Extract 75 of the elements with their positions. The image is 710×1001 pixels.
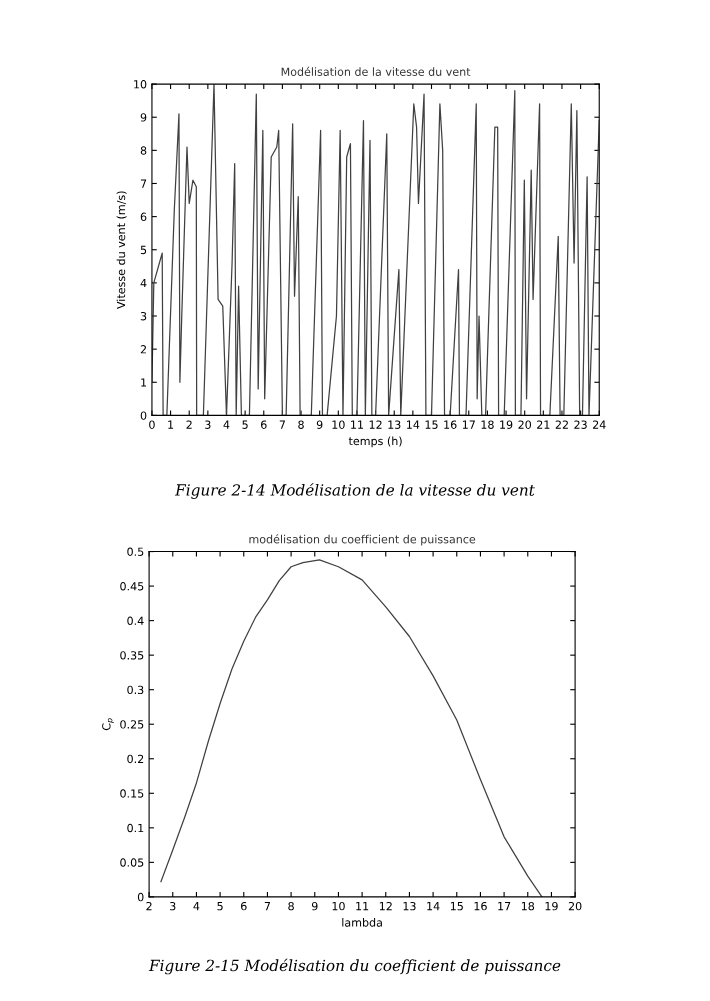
x-tick-label: 8 xyxy=(288,901,294,911)
x-tick-label: 20 xyxy=(518,420,532,429)
y-tick-label: 0.05 xyxy=(120,858,144,867)
x-tick-label: 9 xyxy=(311,901,318,911)
y-tick-label: 0.3 xyxy=(127,685,144,695)
y-tick-label: 0.45 xyxy=(120,582,144,591)
y-tick-label: 7 xyxy=(140,179,147,188)
x-tick-label: 3 xyxy=(170,901,176,911)
x-tick-label: 9 xyxy=(316,420,323,429)
y-tick-label: 5 xyxy=(140,245,147,255)
x-tick-label: 16 xyxy=(444,420,457,429)
x-tick-label: 4 xyxy=(193,902,200,911)
chart-title: modélisation du coefficient de puissance xyxy=(249,534,476,546)
chart-title: Modélisation de la vitesse du vent xyxy=(281,66,471,76)
x-tick-label: 4 xyxy=(223,420,230,429)
y-tick-label: 9 xyxy=(140,113,147,122)
x-axis-title: temps (h) xyxy=(348,436,402,448)
y-tick-label: 8 xyxy=(140,146,147,155)
y-tick-label: 0.5 xyxy=(127,547,144,556)
y-tick-label: 3 xyxy=(140,311,147,321)
x-tick-label: 15 xyxy=(450,902,463,911)
x-tick-label: 0 xyxy=(149,420,155,429)
x-tick-label: 2 xyxy=(186,420,192,429)
x-tick-label: 18 xyxy=(481,420,494,429)
y-tick-label: 6 xyxy=(140,212,147,221)
x-axis-title: lambda xyxy=(342,918,382,927)
y-tick-label: 10 xyxy=(134,80,147,89)
x-tick-label: 14 xyxy=(407,420,420,429)
x-tick-label: 13 xyxy=(388,420,401,429)
y-tick-label: 0.35 xyxy=(120,651,144,660)
y-tick-label: 2 xyxy=(140,345,146,354)
x-tick-label: 3 xyxy=(205,420,211,429)
x-tick-label: 19 xyxy=(500,420,513,429)
x-tick-label: 14 xyxy=(427,902,440,911)
x-tick-label: 7 xyxy=(279,420,285,429)
y-tick-label: 0.1 xyxy=(127,823,144,833)
x-tick-label: 1 xyxy=(168,420,174,429)
x-tick-label: 22 xyxy=(555,420,568,429)
line-series xyxy=(160,559,543,897)
x-tick-label: 7 xyxy=(264,902,271,911)
x-tick-label: 15 xyxy=(425,420,438,429)
x-tick-label: 11 xyxy=(351,420,363,429)
y-tick-label: 1 xyxy=(141,378,147,387)
caption: Figure 2-14 Modélisation de la vitesse du vent xyxy=(174,483,535,499)
x-tick-label: 13 xyxy=(403,901,416,911)
y-tick-label: 4 xyxy=(140,279,147,288)
x-tick-label: 19 xyxy=(545,901,558,911)
caption: Figure 2-15 Modélisation du coefficient de puissance xyxy=(148,958,561,975)
y-axis-title: C$_{p}$ xyxy=(102,718,114,731)
x-tick-label: 21 xyxy=(537,420,550,429)
y-tick-label: 0.2 xyxy=(127,754,144,764)
y-tick-label: 0 xyxy=(137,892,144,902)
x-tick-label: 6 xyxy=(241,901,247,911)
y-axis-title: Vitesse du vent (m/s) xyxy=(116,191,127,309)
y-tick-label: 0.4 xyxy=(127,616,144,625)
y-tick-label: 0 xyxy=(140,411,147,420)
x-tick-label: 17 xyxy=(462,420,475,429)
x-tick-label: 16 xyxy=(474,901,487,911)
x-tick-label: 23 xyxy=(574,420,587,429)
x-tick-label: 17 xyxy=(498,902,511,911)
line-series xyxy=(151,84,600,416)
x-tick-label: 11 xyxy=(356,902,369,911)
x-tick-label: 10 xyxy=(332,420,345,429)
x-tick-label: 10 xyxy=(332,901,345,911)
y-tick-label: 0.25 xyxy=(120,720,144,729)
x-tick-label: 20 xyxy=(568,901,582,911)
x-tick-label: 5 xyxy=(242,420,248,429)
x-tick-label: 12 xyxy=(369,420,382,429)
x-tick-label: 12 xyxy=(379,901,392,911)
x-tick-label: 24 xyxy=(592,420,606,429)
x-tick-label: 8 xyxy=(298,420,304,429)
x-tick-label: 5 xyxy=(217,902,223,911)
x-tick-label: 6 xyxy=(261,420,267,429)
x-tick-label: 18 xyxy=(521,901,535,911)
y-tick-label: 0.15 xyxy=(120,789,144,798)
